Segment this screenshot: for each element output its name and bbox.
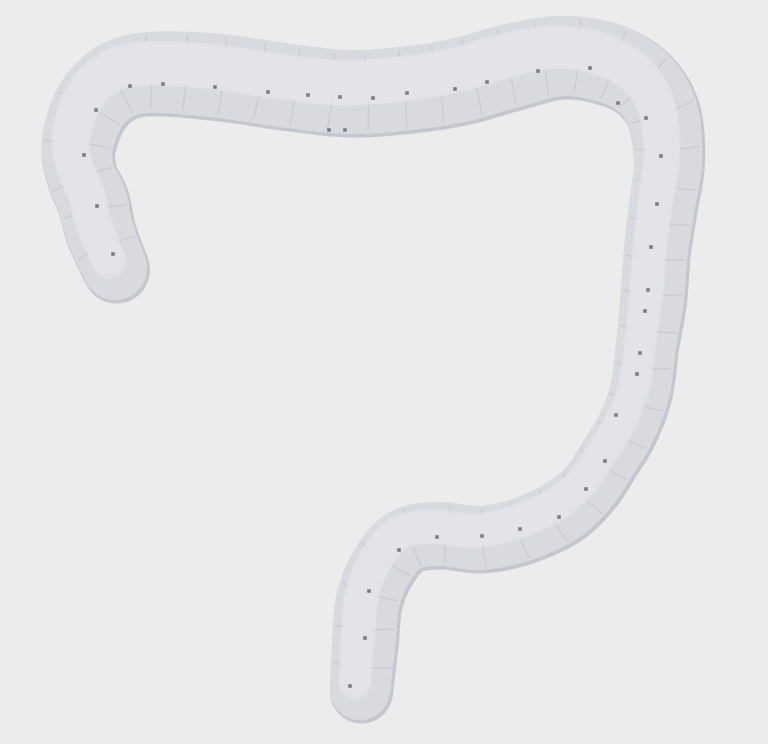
surface-marker xyxy=(94,108,98,112)
surface-marker xyxy=(655,202,659,206)
surface-marker xyxy=(363,636,367,640)
surface-marker xyxy=(635,372,639,376)
surface-marker xyxy=(638,351,642,355)
surface-marker xyxy=(397,548,401,552)
surface-marker xyxy=(371,96,375,100)
surface-marker xyxy=(348,684,352,688)
surface-marker xyxy=(213,85,217,89)
surface-marker xyxy=(518,527,522,531)
surface-marker xyxy=(161,82,165,86)
surface-marker xyxy=(649,245,653,249)
colon-tube-highlight xyxy=(51,25,681,700)
surface-marker xyxy=(327,128,331,132)
surface-marker xyxy=(95,204,99,208)
surface-marker xyxy=(536,69,540,73)
surface-marker xyxy=(644,116,648,120)
surface-marker xyxy=(485,80,489,84)
surface-marker xyxy=(405,91,409,95)
surface-marker xyxy=(453,87,457,91)
tube-highlight-segment xyxy=(338,666,372,700)
surface-marker xyxy=(128,84,132,88)
surface-marker xyxy=(659,154,663,158)
surface-marker xyxy=(367,589,371,593)
surface-marker xyxy=(643,309,647,313)
surface-marker xyxy=(614,413,618,417)
surface-marker xyxy=(435,535,439,539)
surface-marker xyxy=(584,487,588,491)
surface-marker xyxy=(603,459,607,463)
surface-marker xyxy=(557,515,561,519)
surface-marker xyxy=(266,90,270,94)
surface-marker xyxy=(306,93,310,97)
surface-marker xyxy=(338,95,342,99)
surface-marker xyxy=(480,534,484,538)
surface-markers xyxy=(82,66,663,688)
surface-marker xyxy=(616,101,620,105)
surface-marker xyxy=(646,288,650,292)
surface-marker xyxy=(82,153,86,157)
surface-marker xyxy=(111,252,115,256)
surface-marker xyxy=(343,128,347,132)
surface-marker xyxy=(588,66,592,70)
